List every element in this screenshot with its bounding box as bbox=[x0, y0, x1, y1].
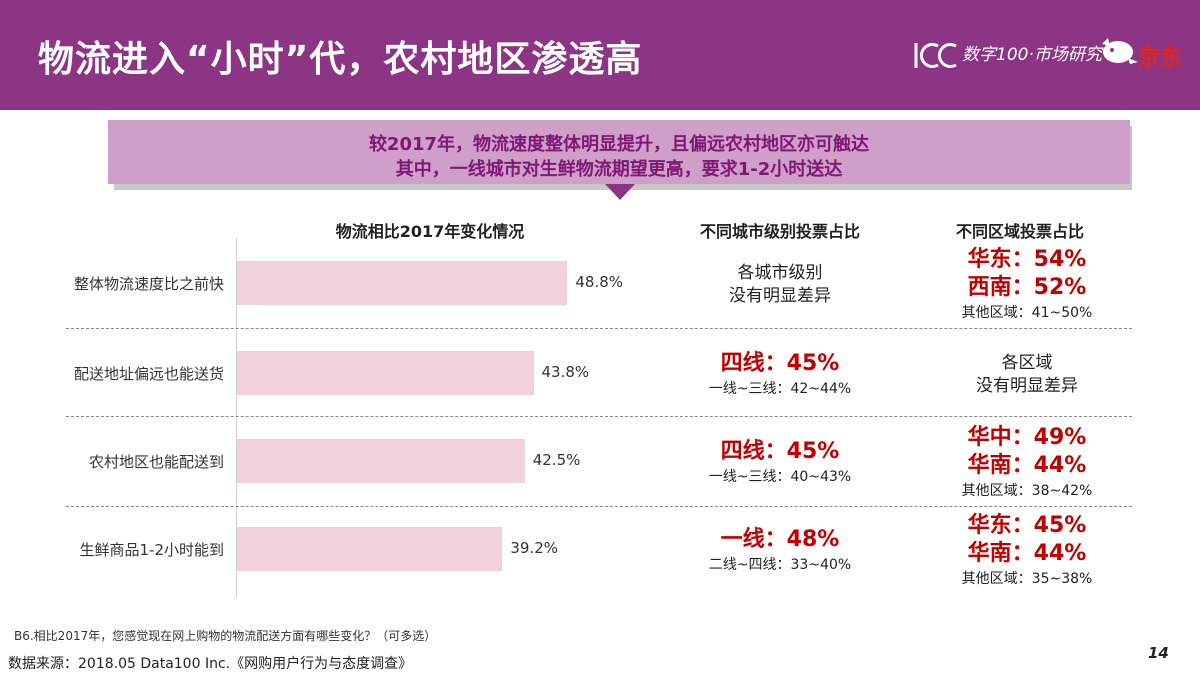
data-source: 数据来源：2018.05 Data100 Inc.《网购用户行为与态度调查》 bbox=[8, 656, 413, 672]
highlight-value: 一线：48% bbox=[720, 527, 840, 552]
region-cell: 华东：45% 华南：44% 其他区域：35~38% bbox=[920, 512, 1134, 590]
region-column-header: 不同区域投票占比 bbox=[955, 222, 1084, 241]
cell-text: 没有明显差异 bbox=[976, 376, 1078, 396]
secondary-value: 其他区域：38~42% bbox=[961, 483, 1093, 499]
city-cell: 四线：45% 一线~三线：40~43% bbox=[660, 438, 900, 488]
city-cell: 一线：48% 二线~四线：33~40% bbox=[660, 526, 900, 576]
highlight-value: 华东：45% bbox=[967, 513, 1087, 538]
city-column-header: 不同城市级别投票占比 bbox=[699, 222, 860, 241]
row-divider bbox=[66, 416, 1132, 417]
summary-banner: 较2017年，物流速度整体明显提升，且偏远农村地区亦可触达 其中，一线城市对生鲜… bbox=[108, 120, 1130, 184]
secondary-value: 一线~三线：40~43% bbox=[708, 469, 852, 485]
chart-column-header: 物流相比2017年变化情况 bbox=[335, 222, 525, 241]
cell-text: 各区域 bbox=[1001, 353, 1053, 373]
category-label: 农村地区也能配送到 bbox=[88, 453, 224, 471]
logo-100-icon bbox=[914, 43, 957, 68]
region-cell: 华中：49% 华南：44% 其他区域：38~42% bbox=[920, 424, 1134, 502]
bar-value-label: 42.5% bbox=[532, 451, 581, 469]
bar bbox=[237, 351, 534, 395]
region-cell: 华东：54% 西南：52% 其他区域：41~50% bbox=[920, 246, 1134, 324]
page-title: 物流进入“小时”代，农村地区渗透高 bbox=[38, 39, 643, 80]
banner-line-1: 较2017年，物流速度整体明显提升，且偏远农村地区亦可触达 bbox=[368, 134, 870, 155]
highlight-value: 华南：44% bbox=[967, 453, 1087, 478]
row-divider bbox=[66, 506, 1132, 507]
highlight-value: 华中：49% bbox=[967, 425, 1087, 450]
page-number: 14 bbox=[1148, 644, 1169, 662]
header-bar: 物流进入“小时”代，农村地区渗透高 数字100·市场研究 京东 bbox=[0, 0, 1200, 110]
secondary-value: 一线~三线：42~44% bbox=[708, 381, 852, 397]
category-label: 整体物流速度比之前快 bbox=[73, 275, 224, 293]
highlight-value: 华东：54% bbox=[967, 247, 1087, 272]
highlight-value: 四线：45% bbox=[720, 351, 840, 376]
secondary-value: 二线~四线：33~40% bbox=[708, 557, 852, 573]
highlight-value: 西南：52% bbox=[967, 275, 1087, 300]
category-label: 配送地址偏远也能送货 bbox=[73, 365, 224, 383]
bar-value-label: 43.8% bbox=[541, 363, 590, 381]
bar-value-label: 48.8% bbox=[575, 273, 624, 291]
chart-axis bbox=[236, 238, 237, 598]
secondary-value: 其他区域：41~50% bbox=[961, 305, 1093, 321]
jd-logo-text: 京东 bbox=[1138, 46, 1183, 71]
bar-value-label: 39.2% bbox=[510, 539, 559, 557]
highlight-value: 四线：45% bbox=[720, 439, 840, 464]
cell-text: 各城市级别 bbox=[737, 263, 823, 283]
bar bbox=[237, 439, 525, 483]
region-cell: 各区域 没有明显差异 bbox=[920, 352, 1134, 398]
bar bbox=[237, 261, 568, 305]
banner-arrow-icon bbox=[605, 184, 635, 200]
highlight-value: 华南：44% bbox=[967, 541, 1087, 566]
banner-line-2: 其中，一线城市对生鲜物流期望更高，要求1-2小时送达 bbox=[395, 159, 843, 180]
logo-text: 数字100·市场研究 bbox=[962, 45, 1102, 65]
question-footnote: B6.相比2017年，您感觉现在网上购物的物流配送方面有哪些变化？（可多选） bbox=[14, 629, 437, 643]
city-cell: 各城市级别没有明显差异 bbox=[660, 262, 900, 308]
city-cell: 四线：45% 一线~三线：42~44% bbox=[660, 350, 900, 400]
secondary-value: 其他区域：35~38% bbox=[961, 571, 1093, 587]
row-divider bbox=[66, 328, 1132, 329]
bar bbox=[237, 527, 503, 571]
category-label: 生鲜商品1-2小时能到 bbox=[79, 541, 224, 559]
jd-dog-logo-icon bbox=[1102, 38, 1138, 64]
cell-text: 没有明显差异 bbox=[729, 286, 831, 306]
